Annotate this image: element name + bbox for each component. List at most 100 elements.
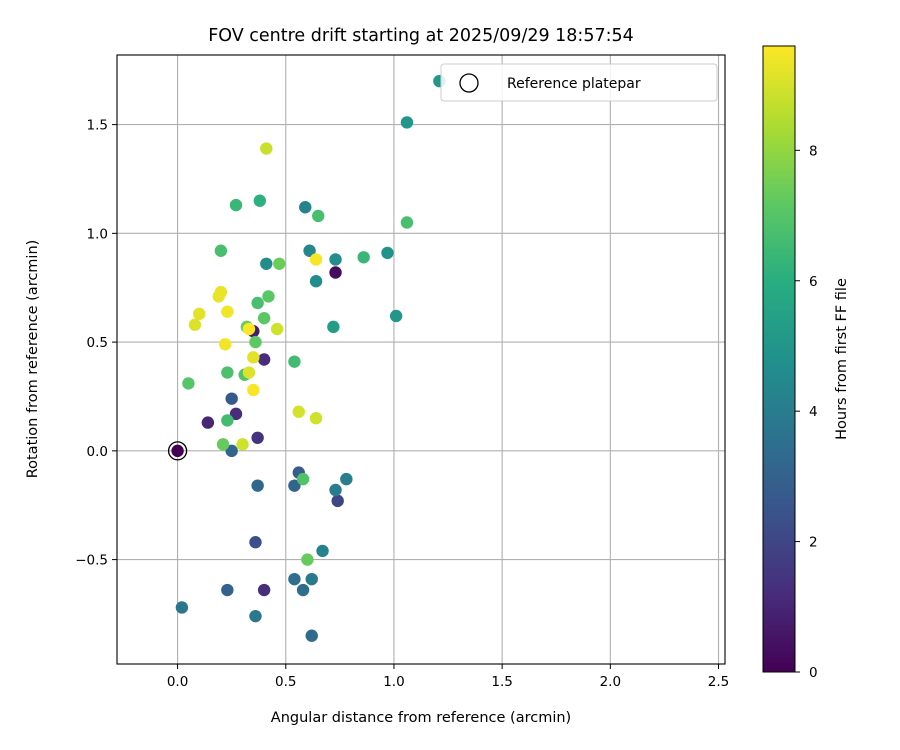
y-tick-label: 0.5 [87, 335, 108, 351]
data-point [299, 201, 312, 214]
y-tick-label: −0.5 [75, 553, 108, 569]
data-point [329, 253, 342, 266]
x-axis-label: Angular distance from reference (arcmin) [271, 710, 571, 726]
colorbar-gradient [763, 46, 795, 672]
data-point [175, 601, 189, 614]
data-point [309, 253, 323, 266]
data-point [288, 572, 301, 586]
data-point [288, 479, 301, 492]
data-point [262, 290, 275, 303]
data-point [309, 275, 323, 288]
grid [117, 55, 725, 664]
data-point [229, 407, 243, 421]
reference-point-marker [167, 441, 188, 461]
colorbar-tick-label: 6 [809, 274, 818, 290]
colorbar-frame [762, 45, 796, 673]
data-point [340, 472, 353, 486]
y-tick-label: 1.5 [87, 118, 108, 134]
data-point [214, 244, 228, 257]
x-tick-label: 2.0 [600, 674, 621, 690]
data-point [251, 479, 264, 492]
x-tick-label: 0.5 [275, 674, 296, 690]
colorbar-label: Hours from first FF file [834, 278, 850, 440]
y-axis-label: Rotation from reference (arcmin) [25, 240, 41, 479]
x-tick-label: 2.5 [708, 674, 729, 690]
data-point [270, 322, 284, 336]
data-point [249, 335, 262, 349]
x-tick-label: 1.0 [383, 674, 404, 690]
data-point [225, 392, 238, 405]
data-point [273, 257, 286, 270]
data-point [242, 322, 256, 336]
data-point [260, 142, 273, 155]
data-point [305, 572, 318, 586]
data-point [218, 338, 232, 351]
data-point [236, 438, 249, 451]
data-point [249, 536, 262, 549]
data-point [257, 353, 271, 366]
x-tick-label: 0.0 [167, 674, 188, 690]
data-point [257, 583, 271, 597]
data-point [296, 583, 310, 597]
data-point [296, 472, 310, 486]
colorbar-ticks: 0 2 4 6 8 [795, 143, 818, 681]
data-point [331, 494, 344, 508]
data-point [221, 583, 234, 597]
colorbar-tick-label: 8 [809, 143, 818, 159]
legend-label-reference: Reference platepar [507, 76, 641, 92]
data-point [312, 209, 325, 223]
data-point [221, 305, 234, 318]
data-point [253, 194, 267, 207]
data-point [188, 318, 202, 331]
data-point [216, 438, 230, 451]
legend-box [440, 63, 718, 102]
data-point [316, 544, 329, 558]
data-point [288, 355, 301, 368]
data-point [182, 377, 195, 390]
data-point [389, 309, 403, 323]
data-point [221, 414, 234, 427]
data-point [247, 383, 260, 397]
data-point [260, 257, 273, 270]
data-point [400, 116, 414, 129]
data-point [303, 244, 316, 257]
data-point [201, 416, 215, 429]
legend-marker-reference [459, 73, 479, 93]
y-tick-label: 1.0 [87, 226, 108, 242]
colorbar-tick-label: 2 [809, 535, 818, 551]
data-point [381, 246, 394, 260]
y-tick-label: 0.0 [87, 444, 108, 460]
chart-title: FOV centre drift starting at 2025/09/29 … [208, 26, 634, 46]
data-point [242, 366, 256, 379]
data-point [221, 366, 234, 379]
data-point [329, 483, 342, 497]
data-points [171, 74, 446, 642]
x-axis-ticks: 0.0 0.5 1.0 1.5 2.0 2.5 [167, 664, 729, 690]
data-point [214, 285, 228, 299]
data-point [251, 296, 264, 310]
data-point [249, 609, 262, 623]
data-point [357, 251, 370, 264]
data-point [193, 307, 206, 321]
reference-layer [167, 441, 188, 461]
data-point [400, 216, 414, 229]
data-point [229, 198, 243, 212]
data-point [225, 444, 238, 458]
x-tick-label: 1.5 [491, 674, 512, 690]
plot-frame [116, 54, 726, 665]
data-point [305, 629, 318, 642]
data-point [251, 431, 264, 444]
data-point [292, 405, 305, 418]
colorbar-tick-label: 4 [809, 404, 818, 420]
y-axis-ticks: −0.5 0.0 0.5 1.0 1.5 [75, 118, 117, 569]
legend: Reference platepar [440, 63, 718, 102]
data-point [257, 311, 271, 325]
data-point [327, 320, 340, 334]
data-point [171, 444, 184, 458]
colorbar-tick-label: 0 [809, 665, 818, 681]
data-point [247, 351, 260, 364]
colorbar: 0 2 4 6 8 Hours from first FF file [762, 45, 850, 681]
data-point [329, 266, 342, 279]
